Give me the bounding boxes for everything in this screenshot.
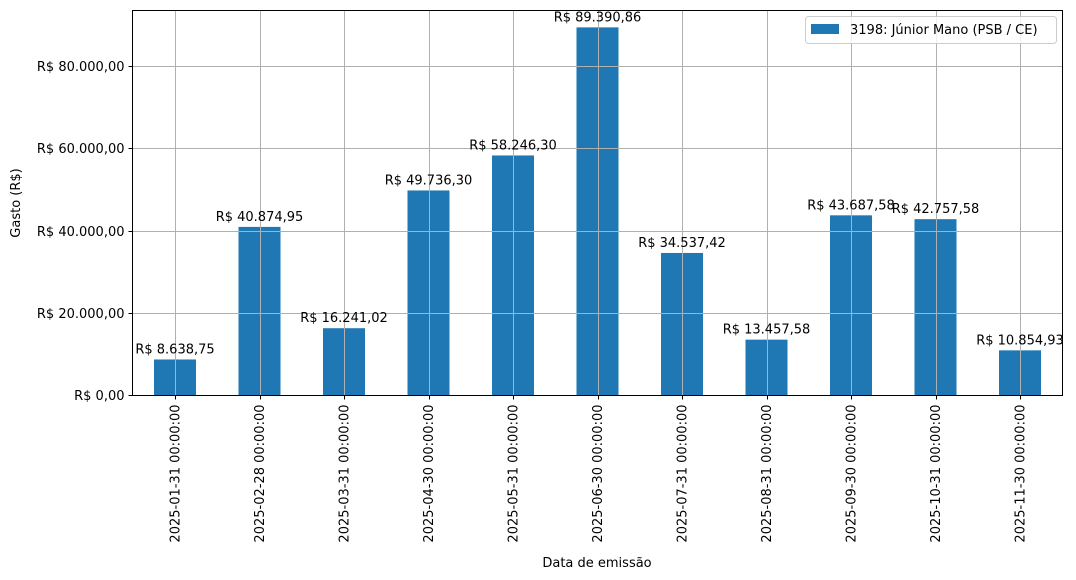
x-tick-label: 2025-02-28 00:00:00 <box>253 405 268 543</box>
legend-box <box>805 16 1057 44</box>
x-tick-label: 2025-06-30 00:00:00 <box>591 405 606 543</box>
legend-label: 3198: Júnior Mano (PSB / CE) <box>850 23 1038 38</box>
bar-value-label: R$ 8.638,75 <box>135 342 214 357</box>
x-axis-ticks: 2025-01-31 00:00:00 2025-02-28 00:00:00 20… <box>169 395 1029 543</box>
bar-value-label: R$ 42.757,58 <box>892 202 980 217</box>
y-axis-ticks: R$ 0,00 R$ 20.000,00 R$ 40.000,00 R$ 60.000… <box>37 60 133 404</box>
y-tick-label: R$ 60.000,00 <box>37 142 125 157</box>
y-tick-label: R$ 40.000,00 <box>37 225 125 240</box>
plot-frame <box>132 10 1063 396</box>
x-tick-label: 2025-01-31 00:00:00 <box>169 405 184 543</box>
bar <box>745 339 788 395</box>
bar-value-label: R$ 13.457,58 <box>723 323 811 338</box>
bar <box>914 219 957 395</box>
x-tick-label: 2025-07-31 00:00:00 <box>676 405 691 543</box>
legend-swatch <box>811 24 839 34</box>
bar-value-labels: R$ 8.638,75 R$ 40.874,95 R$ 16.241,02 R$ 49… <box>135 10 1063 357</box>
x-axis-label: Data de emissão <box>542 556 651 571</box>
y-tick-label: R$ 0,00 <box>74 389 124 404</box>
legend: 3198: Júnior Mano (PSB / CE) <box>805 16 1057 44</box>
bar-value-label: R$ 58.246,30 <box>469 138 557 153</box>
bar-value-label: R$ 89.390,86 <box>554 10 642 25</box>
bars <box>154 27 1041 395</box>
x-tick-label: 2025-03-31 00:00:00 <box>338 405 353 543</box>
x-tick-label: 2025-05-31 00:00:00 <box>507 405 522 543</box>
x-tick-label: 2025-09-30 00:00:00 <box>845 405 860 543</box>
bar-value-label: R$ 10.854,93 <box>976 333 1064 348</box>
bar-value-label: R$ 49.736,30 <box>385 173 473 188</box>
bar-value-label: R$ 34.537,42 <box>638 236 726 251</box>
x-tick-label: 2025-04-30 00:00:00 <box>422 405 437 543</box>
x-tick-label: 2025-08-31 00:00:00 <box>760 405 775 543</box>
bar <box>238 226 281 395</box>
bar <box>576 27 619 395</box>
x-tick-label: 2025-11-30 00:00:00 <box>1014 405 1029 543</box>
bar-value-label: R$ 16.241,02 <box>300 311 388 326</box>
y-tick-label: R$ 20.000,00 <box>37 307 125 322</box>
bar-value-label: R$ 43.687,58 <box>807 198 895 213</box>
x-tick-label: 2025-10-31 00:00:00 <box>929 405 944 543</box>
bar-value-label: R$ 40.874,95 <box>216 210 304 225</box>
y-tick-label: R$ 80.000,00 <box>37 60 125 75</box>
bar <box>407 190 450 395</box>
y-axis-label: Gasto (R$) <box>9 168 24 237</box>
